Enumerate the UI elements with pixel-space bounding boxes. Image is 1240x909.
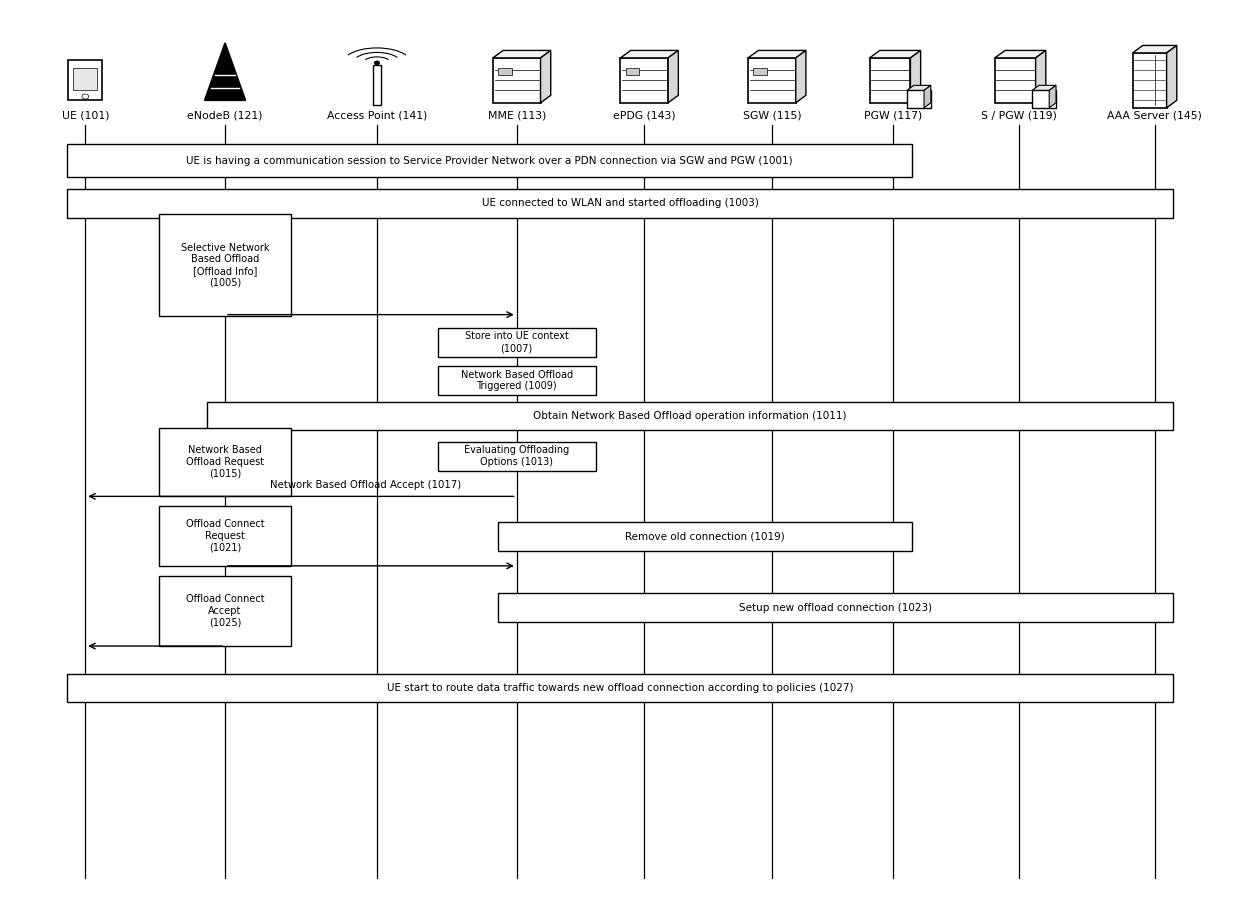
Bar — [492, 58, 541, 103]
Bar — [869, 58, 910, 103]
Polygon shape — [869, 50, 920, 58]
Polygon shape — [910, 50, 920, 103]
Bar — [748, 58, 796, 103]
Bar — [438, 442, 595, 471]
Polygon shape — [1049, 85, 1056, 108]
Polygon shape — [796, 50, 806, 103]
Text: Offload Connect
Request
(1021): Offload Connect Request (1021) — [186, 519, 264, 553]
Bar — [438, 328, 595, 356]
Bar — [994, 58, 1035, 103]
Polygon shape — [924, 85, 931, 108]
Polygon shape — [1035, 50, 1045, 103]
Bar — [438, 366, 595, 395]
Bar — [68, 60, 103, 100]
Polygon shape — [205, 43, 246, 100]
Text: UE (101): UE (101) — [62, 110, 109, 121]
Text: AAA Server (145): AAA Server (145) — [1107, 110, 1202, 121]
Text: SGW (115): SGW (115) — [743, 110, 801, 121]
Bar — [498, 594, 1173, 622]
Text: ePDG (143): ePDG (143) — [613, 110, 676, 121]
Bar — [67, 144, 911, 177]
Text: Store into UE context
(1007): Store into UE context (1007) — [465, 332, 569, 353]
Text: MME (113): MME (113) — [487, 110, 546, 121]
Bar — [160, 428, 290, 496]
Text: Setup new offload connection (1023): Setup new offload connection (1023) — [739, 603, 932, 613]
Text: Evaluating Offloading
Options (1013): Evaluating Offloading Options (1013) — [464, 445, 569, 467]
Polygon shape — [1167, 45, 1177, 108]
Bar — [1132, 53, 1167, 108]
Polygon shape — [1132, 45, 1177, 53]
Bar — [160, 575, 290, 646]
Text: S / PGW (119): S / PGW (119) — [981, 110, 1056, 121]
Polygon shape — [492, 50, 551, 58]
Bar — [498, 522, 911, 551]
Polygon shape — [1032, 85, 1056, 90]
Text: UE connected to WLAN and started offloading (1003): UE connected to WLAN and started offload… — [481, 198, 759, 208]
Polygon shape — [668, 50, 678, 103]
Bar — [906, 90, 931, 108]
Text: Network Based
Offload Request
(1015): Network Based Offload Request (1015) — [186, 445, 264, 479]
Text: Obtain Network Based Offload operation information (1011): Obtain Network Based Offload operation i… — [533, 411, 847, 421]
Bar — [373, 65, 381, 105]
Bar — [498, 68, 512, 75]
Text: Network Based Offload
Triggered (1009): Network Based Offload Triggered (1009) — [460, 370, 573, 392]
Text: Access Point (141): Access Point (141) — [327, 110, 427, 121]
Bar — [207, 402, 1173, 431]
Bar — [73, 68, 97, 90]
Polygon shape — [748, 50, 806, 58]
Text: Selective Network
Based Offload
[Offload Info]
(1005): Selective Network Based Offload [Offload… — [181, 243, 269, 287]
Text: PGW (117): PGW (117) — [864, 110, 923, 121]
Polygon shape — [994, 50, 1045, 58]
Bar — [753, 68, 766, 75]
Bar — [160, 214, 290, 316]
Bar — [67, 674, 1173, 702]
Text: eNodeB (121): eNodeB (121) — [187, 110, 263, 121]
Bar — [1032, 90, 1056, 108]
Polygon shape — [906, 85, 931, 90]
Text: Remove old connection (1019): Remove old connection (1019) — [625, 532, 785, 542]
Text: Network Based Offload Accept (1017): Network Based Offload Accept (1017) — [270, 480, 461, 490]
Polygon shape — [620, 50, 678, 58]
Bar — [160, 506, 290, 565]
Bar — [626, 68, 639, 75]
Text: Offload Connect
Accept
(1025): Offload Connect Accept (1025) — [186, 594, 264, 627]
Polygon shape — [541, 50, 551, 103]
Text: UE is having a communication session to Service Provider Network over a PDN conn: UE is having a communication session to … — [186, 155, 792, 165]
Bar — [67, 189, 1173, 217]
Text: UE start to route data traffic towards new offload connection according to polic: UE start to route data traffic towards n… — [387, 683, 853, 693]
Bar — [620, 58, 668, 103]
Circle shape — [82, 94, 89, 99]
Circle shape — [374, 61, 379, 65]
